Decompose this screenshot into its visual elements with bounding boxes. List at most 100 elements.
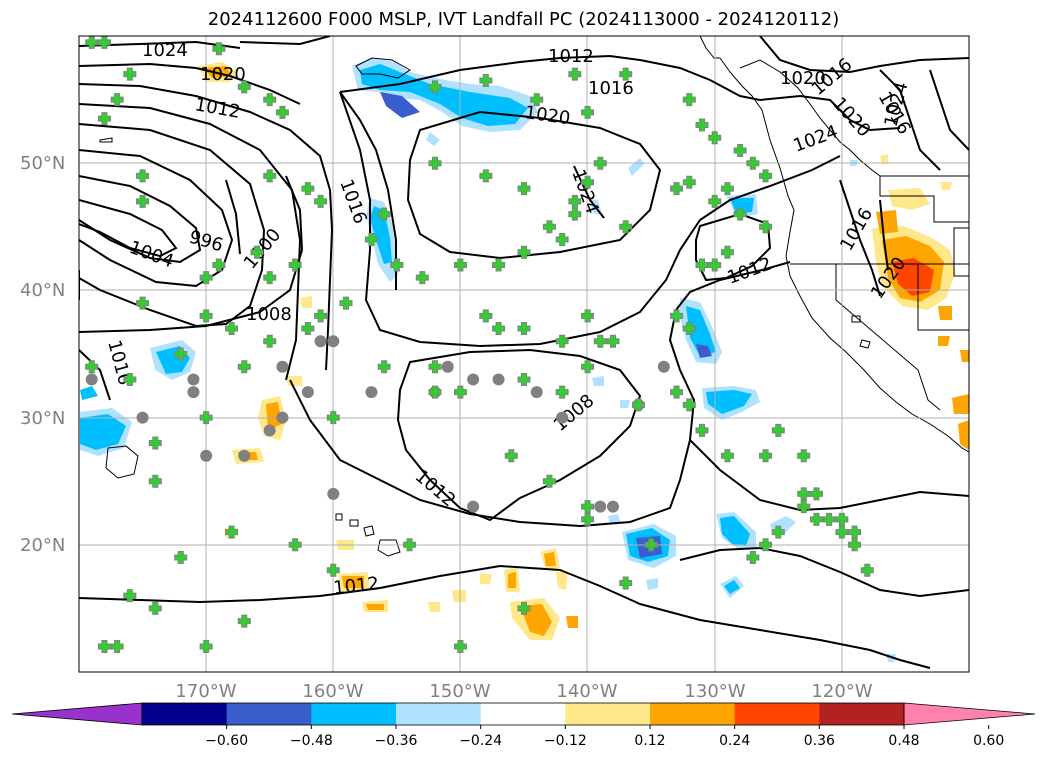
green-cross-marker [301, 322, 315, 336]
latitude-labels: 50°N 40°N 30°N 20°N [20, 153, 65, 556]
green-cross-marker [682, 322, 696, 336]
green-cross-marker [123, 589, 137, 603]
colorbar: −0.60 −0.48 −0.36 −0.24 −0.12 0.12 0.24 0.36 0.4… [11, 702, 1036, 749]
green-cross-marker [759, 538, 773, 552]
green-cross-marker [530, 93, 544, 107]
green-cross-marker [860, 563, 874, 577]
green-cross-marker [631, 398, 645, 412]
green-cross-marker [237, 360, 251, 374]
green-cross-marker [364, 233, 378, 247]
green-cross-marker [682, 175, 696, 189]
green-cross-marker [263, 334, 277, 348]
green-cross-marker [275, 105, 289, 119]
green-cross-marker [581, 360, 595, 374]
green-cross-marker [682, 93, 696, 107]
green-cross-marker [415, 271, 429, 285]
green-cross-marker [174, 551, 188, 565]
gray-circle-marker [492, 373, 505, 386]
green-cross-marker [453, 640, 467, 654]
green-cross-marker [136, 296, 150, 310]
colorbar-tick-label: 0.36 [804, 733, 835, 749]
green-cross-marker [771, 525, 785, 539]
green-cross-marker [225, 525, 239, 539]
green-cross-marker [403, 538, 417, 552]
green-cross-marker [428, 385, 442, 399]
green-cross-marker [746, 156, 760, 170]
green-cross-marker [199, 640, 213, 654]
green-cross-marker [619, 576, 633, 590]
green-cross-marker [771, 423, 785, 437]
green-cross-marker [326, 563, 340, 577]
green-cross-marker [517, 182, 531, 196]
green-cross-marker [85, 360, 99, 374]
green-cross-marker [97, 36, 111, 49]
green-cross-marker [848, 538, 862, 552]
green-cross-marker [593, 334, 607, 348]
green-cross-marker [110, 640, 124, 654]
green-cross-marker [733, 207, 747, 221]
lat-label: 40°N [20, 280, 65, 301]
green-cross-marker [250, 245, 264, 259]
green-cross-marker [212, 258, 226, 272]
green-cross-marker [504, 449, 518, 463]
green-cross-marker [479, 169, 493, 183]
green-cross-marker [555, 334, 569, 348]
colorbar-extend-high [903, 702, 1036, 726]
islands [99, 57, 871, 557]
colorbar-segment [650, 703, 736, 725]
green-cross-marker [314, 309, 328, 323]
green-cross-marker [428, 360, 442, 374]
green-cross-marker [759, 220, 773, 234]
green-cross-marker [428, 156, 442, 170]
green-cross-marker [517, 322, 531, 336]
colorbar-tick-label: −0.36 [375, 733, 418, 749]
green-cross-marker [453, 385, 467, 399]
green-cross-marker [644, 538, 658, 552]
green-cross-marker [199, 271, 213, 285]
contour-label: 1024 [142, 40, 188, 61]
gray-circle-marker [441, 360, 454, 373]
green-cross-marker [568, 194, 582, 208]
green-cross-marker [835, 525, 849, 539]
gray-circle-marker [187, 386, 200, 399]
lat-label: 20°N [20, 535, 65, 556]
green-cross-marker [479, 309, 493, 323]
green-cross-marker [708, 194, 722, 208]
green-cross-marker [199, 411, 213, 425]
gray-circle-marker [276, 411, 289, 424]
green-cross-marker [670, 309, 684, 323]
colorbar-tick-label: 0.60 [973, 733, 1004, 749]
green-cross-marker [733, 143, 747, 157]
green-cross-marker [517, 245, 531, 259]
green-cross-marker [148, 436, 162, 450]
green-cross-marker [492, 258, 506, 272]
green-cross-marker [314, 194, 328, 208]
green-cross-marker [237, 80, 251, 94]
longitude-labels: 170°W 160°W 150°W 140°W 130°W 120°W [175, 681, 872, 702]
green-cross-marker [97, 112, 111, 126]
green-cross-marker [123, 372, 137, 386]
green-cross-marker [619, 220, 633, 234]
gray-circle-marker [365, 386, 378, 399]
lon-label: 130°W [684, 681, 745, 702]
green-cross-marker [453, 258, 467, 272]
gray-circle-marker [263, 424, 276, 437]
map-title: 2024112600 F000 MSLP, IVT Landfall PC (2… [207, 9, 840, 30]
colorbar-tick-label: −0.48 [290, 733, 333, 749]
green-cross-marker [517, 372, 531, 386]
green-cross-marker [555, 385, 569, 399]
colorbar-segment [734, 703, 820, 725]
gray-circle-marker [136, 411, 149, 424]
green-cross-marker [123, 67, 137, 81]
gray-circle-marker [607, 500, 619, 513]
contour-label: 1008 [246, 304, 292, 325]
green-cross-marker [148, 474, 162, 488]
green-cross-marker [708, 258, 722, 272]
colorbar-tick-label: 0.12 [634, 733, 665, 749]
green-cross-marker [136, 169, 150, 183]
green-cross-marker [606, 334, 620, 348]
colorbar-tick-label: −0.60 [205, 733, 248, 749]
colorbar-segment [819, 703, 905, 725]
colorbar-tick-label: −0.12 [544, 733, 587, 749]
green-cross-marker [568, 67, 582, 81]
